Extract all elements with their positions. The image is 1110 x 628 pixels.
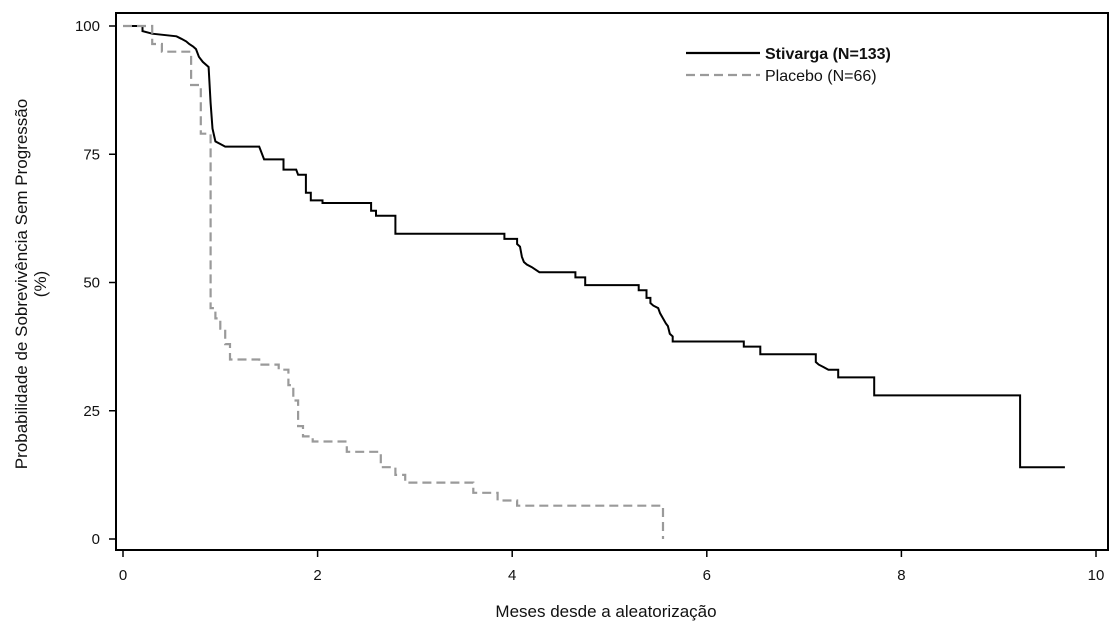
x-tick-label: 10 bbox=[1088, 567, 1105, 584]
y-axis-title-line2: (%) bbox=[31, 271, 50, 297]
legend-label-stivarga: Stivarga (N=133) bbox=[765, 46, 891, 63]
x-tick-label: 6 bbox=[703, 567, 711, 584]
x-tick-label: 0 bbox=[119, 567, 127, 584]
x-axis-title: Meses desde a aleatorização bbox=[495, 602, 716, 621]
y-tick-label: 50 bbox=[83, 275, 100, 292]
y-axis-title-line1: Probabilidade de Sobrevivência Sem Progr… bbox=[12, 99, 31, 469]
plot-frame bbox=[115, 12, 1109, 551]
x-tick-label: 2 bbox=[313, 567, 321, 584]
y-tick-label: 0 bbox=[92, 531, 100, 548]
series-layer bbox=[123, 24, 1065, 539]
y-tick-label: 75 bbox=[83, 146, 100, 163]
x-tick-label: 4 bbox=[508, 567, 516, 584]
y-tick-label: 100 bbox=[75, 18, 100, 35]
legend: Stivarga (N=133) Placebo (N=66) bbox=[686, 46, 891, 85]
x-tick-label: 8 bbox=[897, 567, 905, 584]
series-line-placebo bbox=[123, 24, 665, 539]
series-line-stivarga bbox=[123, 25, 1065, 469]
legend-label-placebo: Placebo (N=66) bbox=[765, 68, 877, 85]
y-tick-label: 25 bbox=[83, 403, 100, 420]
